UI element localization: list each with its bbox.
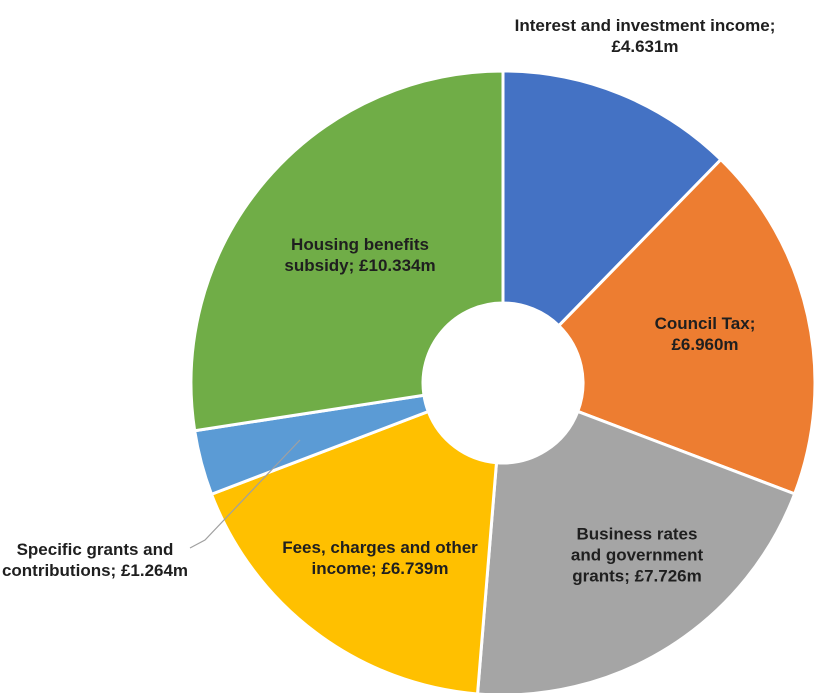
data-label: Interest and investment income; £4.631m <box>500 15 790 57</box>
data-label: Council Tax; £6.960m <box>625 313 785 355</box>
category-label: Housing benefits subsidy; <box>284 235 429 275</box>
value-label: £4.631m <box>611 37 679 56</box>
data-label: Fees, charges and other income; £6.739m <box>265 537 495 579</box>
leader-line <box>189 439 301 549</box>
donut-slice <box>501 69 723 328</box>
value-label: £7.726m <box>634 566 702 586</box>
category-label: Council Tax; <box>654 314 756 333</box>
donut-slice <box>476 409 797 693</box>
donut-slice <box>556 157 817 496</box>
category-label: Interest and investment income; <box>514 16 776 35</box>
data-label: Specific grants and contributions; £1.26… <box>0 539 190 581</box>
data-label: Business rates and government grants; £7… <box>562 524 712 587</box>
category-label: Specific grants and contributions; <box>1 540 174 580</box>
value-label: £10.334m <box>359 256 436 275</box>
value-label: £6.960m <box>671 335 739 354</box>
data-label: Housing benefits subsidy; £10.334m <box>255 234 465 276</box>
donut-slice <box>209 409 499 693</box>
value-label: £1.264m <box>120 561 189 580</box>
category-label: Business rates and government grants; <box>570 524 704 586</box>
value-label: £6.739m <box>381 559 449 578</box>
category-label: Fees, charges and other income; <box>282 538 478 578</box>
donut-slice <box>189 69 505 433</box>
